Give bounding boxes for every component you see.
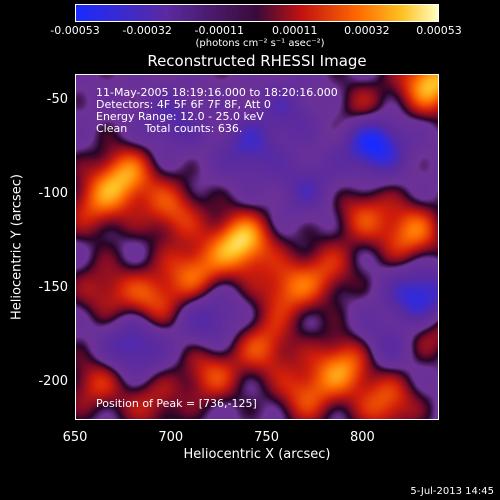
colorbar-tick-label: -0.00011 bbox=[194, 24, 244, 37]
y-tick-label: -100 bbox=[38, 186, 68, 202]
x-tick-label: 750 bbox=[254, 430, 279, 445]
colorbar-tick-label: 0.00032 bbox=[344, 24, 390, 37]
colorbar-tick-label: 0.00053 bbox=[416, 24, 462, 37]
y-axis-label: Heliocentric Y (arcsec) bbox=[9, 174, 25, 320]
colorbar-tick-label: 0.00011 bbox=[272, 24, 318, 37]
peak-position-label: Position of Peak = [736,-125] bbox=[96, 397, 257, 410]
x-tick-label: 800 bbox=[349, 430, 375, 445]
info-time-range: 11-May-2005 18:19:16.000 to 18:20:16.000 bbox=[96, 86, 338, 99]
y-tick-label: -200 bbox=[38, 374, 68, 390]
heatmap-image bbox=[76, 75, 438, 419]
x-tick-label: 700 bbox=[158, 430, 184, 445]
colorbar-gradient bbox=[76, 5, 438, 21]
info-detectors: Detectors: 4F 5F 6F 7F 8F, Att 0 bbox=[96, 98, 271, 111]
colorbar-tick-label: -0.00053 bbox=[50, 24, 100, 37]
colorbar-units: (photons cm⁻² s⁻¹ asec⁻²) bbox=[195, 38, 325, 49]
colorbar bbox=[75, 4, 439, 22]
colorbar-tick-label: -0.00032 bbox=[122, 24, 172, 37]
info-total-counts: Clean Total counts: 636. bbox=[96, 122, 243, 135]
x-tick-label: 650 bbox=[62, 430, 88, 445]
plot-title: Reconstructed RHESSI Image bbox=[147, 52, 367, 70]
plot-area: 11-May-2005 18:19:16.000 to 18:20:16.000… bbox=[75, 74, 439, 420]
info-energy-range: Energy Range: 12.0 - 25.0 keV bbox=[96, 110, 264, 123]
timestamp: 5-Jul-2013 14:45 bbox=[410, 486, 494, 497]
y-tick-label: -150 bbox=[38, 280, 68, 296]
y-tick-label: -50 bbox=[46, 92, 68, 108]
x-axis-label: Heliocentric X (arcsec) bbox=[183, 447, 331, 462]
